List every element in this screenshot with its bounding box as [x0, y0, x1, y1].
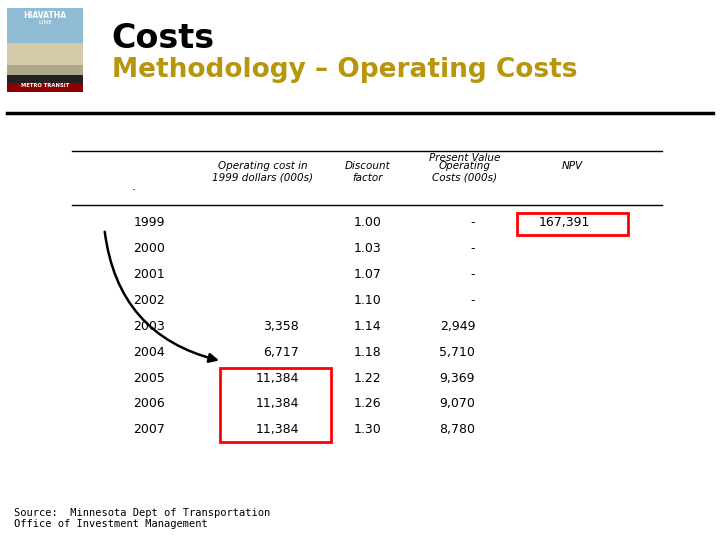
Bar	[7, 8, 83, 57]
Text: 1.22: 1.22	[354, 372, 381, 384]
Text: 8,780: 8,780	[439, 423, 475, 436]
Text: 11,384: 11,384	[256, 423, 299, 436]
Bar	[7, 75, 83, 86]
Bar	[7, 83, 83, 92]
Text: 2004: 2004	[133, 346, 165, 359]
Bar	[7, 43, 83, 66]
Text: METRO TRANSIT: METRO TRANSIT	[21, 84, 69, 89]
Text: 6,717: 6,717	[263, 346, 299, 359]
Text: Discount
factor: Discount factor	[344, 161, 390, 183]
Text: 11,384: 11,384	[256, 397, 299, 410]
Text: 2,949: 2,949	[440, 320, 475, 333]
Text: Present Value: Present Value	[428, 153, 500, 164]
Text: 1.26: 1.26	[354, 397, 381, 410]
Text: 2000: 2000	[133, 242, 165, 255]
Text: ·: ·	[131, 184, 135, 197]
Bar	[7, 65, 83, 77]
Text: 2002: 2002	[133, 294, 165, 307]
Text: 2001: 2001	[133, 268, 165, 281]
Text: 5,710: 5,710	[439, 346, 475, 359]
Text: 167,391: 167,391	[539, 216, 590, 229]
Text: 1.30: 1.30	[354, 423, 381, 436]
Text: 1999: 1999	[133, 216, 165, 229]
Text: Source:  Minnesota Dept of Transportation
Office of Investment Management: Source: Minnesota Dept of Transportation…	[14, 508, 271, 529]
Text: 9,369: 9,369	[440, 372, 475, 384]
Text: NPV: NPV	[562, 161, 583, 171]
Bar	[7, 8, 83, 46]
Text: -: -	[471, 216, 475, 229]
Text: -: -	[471, 268, 475, 281]
Text: LINE: LINE	[38, 20, 52, 25]
Text: 9,070: 9,070	[439, 397, 475, 410]
Text: -: -	[471, 294, 475, 307]
Bar	[220, 368, 331, 442]
Text: 1.07: 1.07	[354, 268, 381, 281]
Text: Methodology – Operating Costs: Methodology – Operating Costs	[112, 57, 577, 83]
Text: HIAVATHA: HIAVATHA	[24, 11, 66, 19]
Text: 1.10: 1.10	[354, 294, 381, 307]
Bar	[517, 213, 628, 235]
Text: -: -	[471, 242, 475, 255]
Text: 11,384: 11,384	[256, 372, 299, 384]
Text: 1.18: 1.18	[354, 346, 381, 359]
Text: 2003: 2003	[133, 320, 165, 333]
Text: 2005: 2005	[133, 372, 165, 384]
Text: 1.14: 1.14	[354, 320, 381, 333]
Text: 1.00: 1.00	[354, 216, 381, 229]
Text: Costs: Costs	[112, 22, 215, 55]
Text: 1.03: 1.03	[354, 242, 381, 255]
Text: 3,358: 3,358	[263, 320, 299, 333]
Text: Operating cost in
1999 dollars (000s): Operating cost in 1999 dollars (000s)	[212, 161, 313, 183]
Text: Operating
Costs (000s): Operating Costs (000s)	[432, 161, 497, 183]
Text: 2007: 2007	[133, 423, 165, 436]
Text: 2006: 2006	[133, 397, 165, 410]
